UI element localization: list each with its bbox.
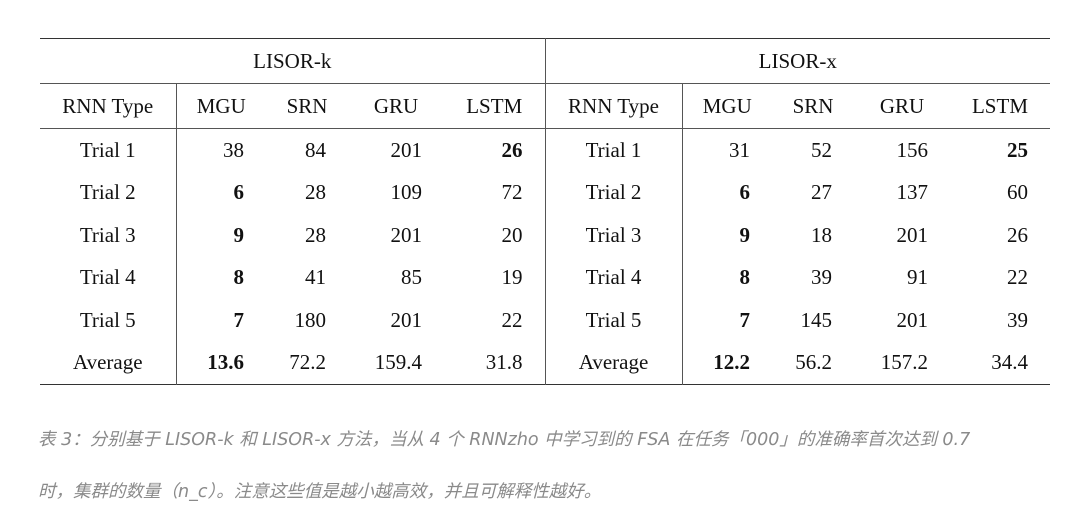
- cell-x-gru: 157.2: [880, 350, 928, 375]
- cell-x-srn: 145: [800, 307, 833, 332]
- caption-line-2: 时，集群的数量（n_c）。注意这些值是越小越高效，并且可解释性越好。: [38, 482, 602, 502]
- cell-x-gru: 156: [896, 137, 929, 162]
- cell-k-mgu: 8: [233, 265, 245, 290]
- cell-x-mgu: 7: [739, 307, 751, 332]
- cell-x-srn: 39: [811, 265, 832, 290]
- table-row: Trial 3 9 28 201 20 Trial 3 9 18 201 26: [40, 214, 1050, 257]
- cell-k-lstm: 19: [444, 256, 546, 299]
- col-header-srn-x: SRN: [792, 93, 834, 118]
- group-header-row: LISOR-k LISOR-x: [40, 38, 1050, 84]
- cell-x-gru: 91: [907, 265, 928, 290]
- row-label-x: Trial 5: [545, 299, 683, 342]
- col-header-lstm-x: LSTM: [971, 93, 1028, 118]
- cell-x-srn: 52: [811, 137, 832, 162]
- cell-x-lstm: 26: [1007, 222, 1028, 247]
- cell-k-srn: 41: [305, 265, 326, 290]
- row-label-x: Trial 3: [545, 214, 683, 257]
- cell-k-gru: 201: [390, 222, 423, 247]
- col-header-rnn-type-k: RNN Type: [40, 83, 177, 129]
- cell-k-lstm: 26: [444, 128, 546, 172]
- cell-k-lstm: 31.8: [444, 341, 546, 385]
- col-header-gru-k: GRU: [373, 93, 419, 118]
- col-header-lstm-k: LSTM: [444, 83, 546, 129]
- cell-k-gru: 201: [390, 137, 423, 162]
- row-label-x: Trial 1: [545, 128, 683, 172]
- cell-k-mgu: 13.6: [207, 350, 244, 375]
- cell-k-lstm: 72: [444, 171, 546, 214]
- cell-k-gru: 159.4: [374, 350, 422, 375]
- col-header-srn-k: SRN: [286, 93, 328, 118]
- cell-x-srn: 18: [811, 222, 832, 247]
- caption-line-1: 表 3：分别基于 LISOR-k 和 LISOR-x 方法，当从 4 个 RNN…: [38, 430, 971, 450]
- table-row: Average 13.6 72.2 159.4 31.8 Average 12.2 56.2 1…: [40, 341, 1050, 385]
- cell-x-mgu: 6: [739, 180, 751, 205]
- group-header-lisor-x: LISOR-x: [758, 48, 837, 73]
- row-label-k: Trial 5: [40, 299, 177, 342]
- cell-k-gru: 85: [401, 265, 422, 290]
- cell-x-mgu: 9: [739, 222, 751, 247]
- cell-k-srn: 28: [305, 222, 326, 247]
- row-label-k: Trial 1: [40, 128, 177, 172]
- cell-k-srn: 72.2: [289, 350, 326, 375]
- cell-x-mgu: 8: [739, 265, 751, 290]
- row-label-k: Trial 3: [40, 214, 177, 257]
- col-header-gru-x: GRU: [879, 93, 925, 118]
- cell-x-srn: 27: [811, 180, 832, 205]
- cell-x-gru: 201: [896, 307, 929, 332]
- cell-k-gru: 201: [390, 307, 423, 332]
- cell-x-gru: 137: [896, 180, 929, 205]
- cell-k-gru: 109: [390, 180, 423, 205]
- cell-x-lstm: 22: [1007, 265, 1028, 290]
- row-label-x: Trial 4: [545, 256, 683, 299]
- cell-x-lstm: 25: [1007, 137, 1028, 162]
- col-header-mgu-k: MGU: [196, 93, 246, 118]
- cell-x-gru: 201: [896, 222, 929, 247]
- cell-k-mgu: 38: [223, 137, 244, 162]
- cell-x-lstm: 34.4: [991, 350, 1028, 375]
- results-table-container: LISOR-k LISOR-x RNN Type MGU SRN GRU LST…: [40, 38, 1050, 385]
- column-header-row: RNN Type MGU SRN GRU LSTM RNN Type MGU S…: [40, 83, 1050, 129]
- col-header-rnn-type-x: RNN Type: [545, 83, 683, 129]
- row-label-k: Average: [40, 341, 177, 385]
- row-label-k: Trial 2: [40, 171, 177, 214]
- cell-k-srn: 180: [294, 307, 327, 332]
- table-row: Trial 2 6 28 109 72 Trial 2 6 27 137 60: [40, 171, 1050, 214]
- cell-x-lstm: 60: [1007, 180, 1028, 205]
- cell-x-srn: 56.2: [795, 350, 832, 375]
- row-label-x: Average: [545, 341, 683, 385]
- cell-k-lstm: 22: [444, 299, 546, 342]
- col-header-mgu-x: MGU: [702, 93, 752, 118]
- results-table: LISOR-k LISOR-x RNN Type MGU SRN GRU LST…: [40, 38, 1050, 385]
- cell-k-srn: 28: [305, 180, 326, 205]
- cell-k-mgu: 6: [233, 180, 245, 205]
- table-caption: 表 3：分别基于 LISOR-k 和 LISOR-x 方法，当从 4 个 RNN…: [38, 414, 1058, 518]
- row-label-k: Trial 4: [40, 256, 177, 299]
- cell-x-lstm: 39: [1007, 307, 1028, 332]
- table-row: Trial 1 38 84 201 26 Trial 1 31 52 156 25: [40, 128, 1050, 172]
- group-header-lisor-k: LISOR-k: [40, 38, 546, 84]
- cell-k-lstm: 20: [444, 214, 546, 257]
- row-label-x: Trial 2: [545, 171, 683, 214]
- cell-x-mgu: 31: [729, 137, 750, 162]
- table-row: Trial 5 7 180 201 22 Trial 5 7 145 201 39: [40, 299, 1050, 342]
- cell-k-srn: 84: [305, 137, 326, 162]
- table-row: Trial 4 8 41 85 19 Trial 4 8 39 91 22: [40, 256, 1050, 299]
- cell-k-mgu: 9: [233, 222, 245, 247]
- cell-k-mgu: 7: [233, 307, 245, 332]
- cell-x-mgu: 12.2: [713, 350, 750, 375]
